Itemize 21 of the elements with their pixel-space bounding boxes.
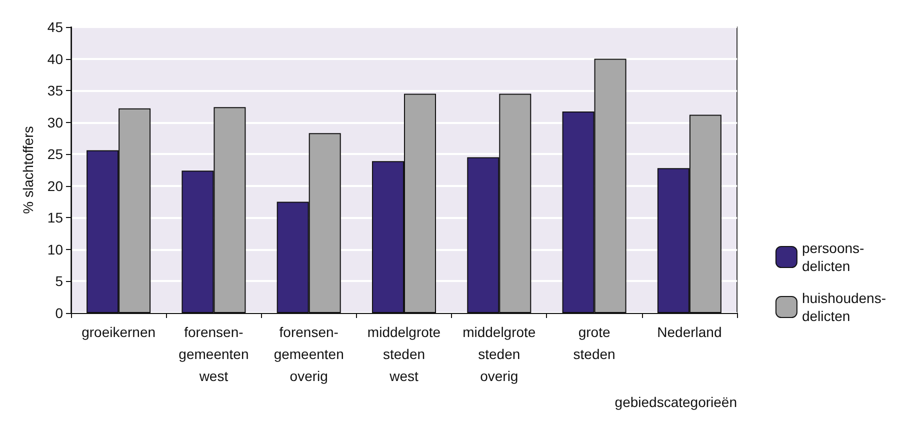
x-axis-title: gebiedscategorieën: [614, 394, 737, 410]
y-tick-label: 10: [47, 241, 64, 258]
x-tick-label: forensen- gemeenten overig: [274, 324, 344, 384]
y-tick-label: 45: [47, 19, 64, 35]
y-tick-label: 5: [55, 273, 64, 290]
y-tick-label: 25: [47, 146, 64, 162]
x-tick-label: middelgrote steden overig: [462, 324, 536, 384]
x-tick-label: groeikernen: [82, 324, 156, 340]
y-tick-label: 35: [47, 82, 64, 99]
y-axis-title: % slachtoffers: [20, 126, 36, 214]
y-tick-label: 0: [55, 305, 64, 321]
y-tick-label: 15: [47, 210, 64, 226]
legend-label: persoons- delicten: [802, 240, 865, 274]
x-tick-label: Nederland: [657, 324, 722, 340]
y-tick-label: 20: [47, 178, 64, 194]
y-tick-label: 40: [47, 50, 64, 67]
x-tick-label: middelgrote steden west: [367, 324, 441, 384]
x-tick-label: grote steden: [573, 324, 616, 362]
x-tick-label: forensen- gemeenten west: [178, 324, 249, 384]
legend-label: huishoudens- delicten: [802, 290, 886, 324]
y-tick-label: 30: [47, 114, 64, 130]
